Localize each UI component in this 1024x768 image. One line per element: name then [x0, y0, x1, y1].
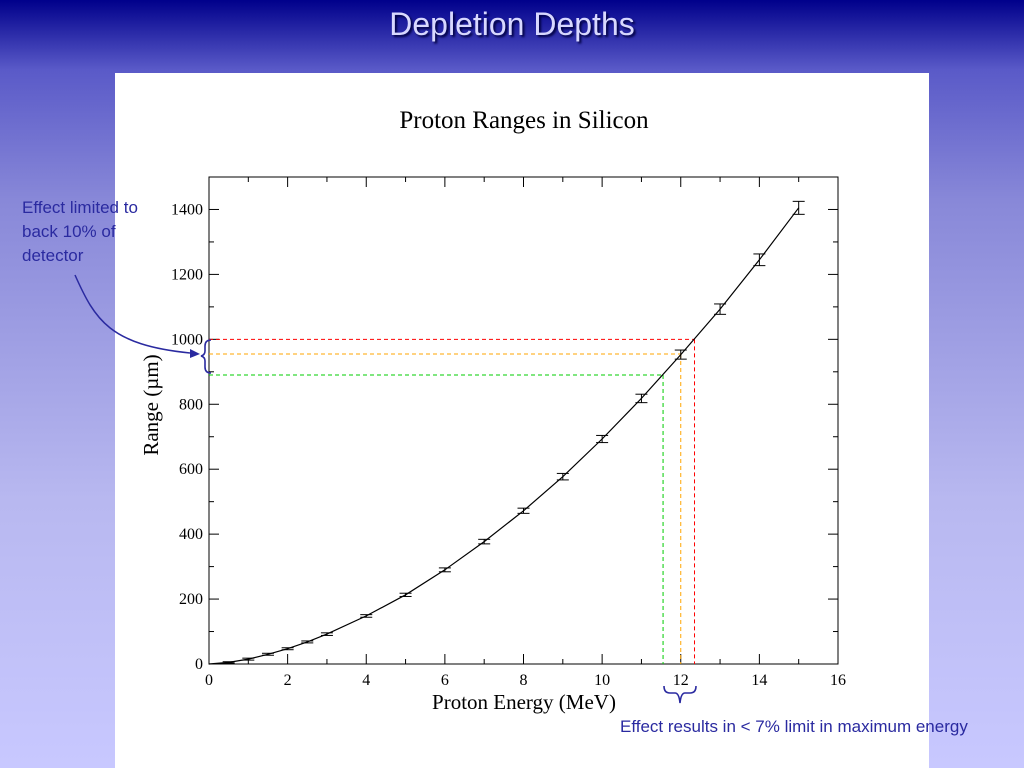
chart-title: Proton Ranges in Silicon: [399, 107, 649, 134]
x-tick-label: 14: [751, 672, 767, 689]
callout-depth-note: Effect limited to back 10% of detector: [22, 198, 138, 265]
slide-title: Depletion Depths: [389, 6, 635, 42]
y-tick-label: 200: [179, 591, 203, 608]
callout-energy-note: Effect results in < 7% limit in maximum …: [620, 717, 968, 736]
y-tick-label: 1000: [171, 331, 203, 348]
y-tick-label: 1200: [171, 266, 203, 283]
y-tick-label: 400: [179, 526, 203, 543]
plot-frame: [208, 176, 839, 665]
y-tick-label: 0: [195, 656, 203, 673]
y-tick-label: 800: [179, 396, 203, 413]
x-tick-label: 8: [520, 672, 528, 689]
x-tick-label: 10: [594, 672, 610, 689]
x-tick-label: 4: [362, 672, 370, 689]
chart-svg: Proton Ranges in Silicon Proton Energy (…: [139, 107, 846, 714]
x-tick-label: 12: [673, 672, 689, 689]
range-curve: [208, 207, 800, 665]
x-tick-label: 2: [284, 672, 292, 689]
y-axis-label: Range (µm): [139, 354, 163, 455]
x-tick-label: 6: [441, 672, 449, 689]
x-tick-label: 0: [205, 672, 213, 689]
chart-panel: Proton Ranges in Silicon Proton Energy (…: [115, 73, 929, 768]
y-tick-label: 600: [179, 461, 203, 478]
y-tick-label: 1400: [171, 201, 203, 218]
x-tick-label: 16: [830, 672, 846, 689]
plot-layer: 0 2 4 6 8 10 12 14 16 0 200 400 600 800 1000 1200 1400: [171, 176, 846, 689]
x-axis-label: Proton Energy (MeV): [432, 690, 616, 714]
